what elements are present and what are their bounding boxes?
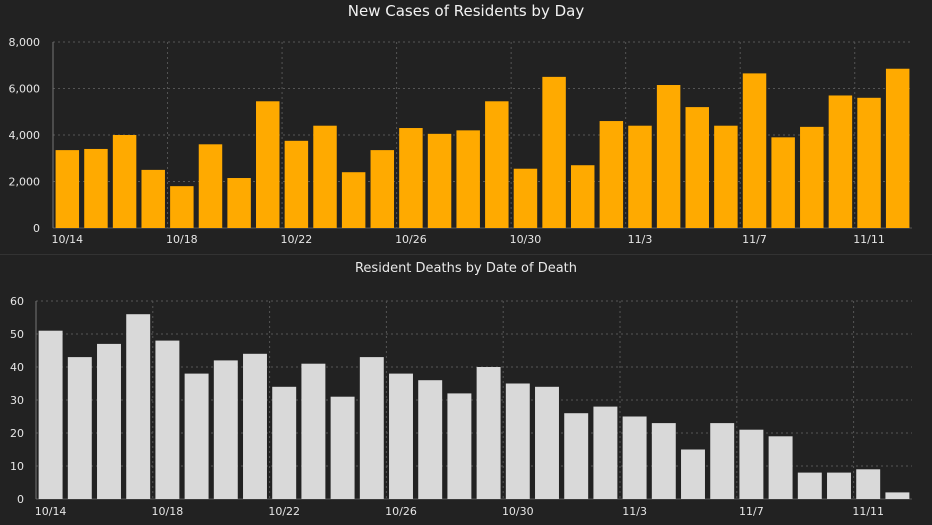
deaths-bar[interactable]	[184, 373, 209, 499]
deaths-bar[interactable]	[651, 423, 676, 499]
deaths-y-tick-label: 60	[10, 295, 24, 308]
cases-chart: 0 2,000 4,000 6,000 8,000 10/14 10/18 10/22 10/2…	[9, 36, 912, 246]
cases-x-tick-label: 10/18	[166, 233, 198, 246]
deaths-y-tick-label: 30	[10, 394, 24, 407]
cases-bar[interactable]	[742, 73, 767, 228]
deaths-bar[interactable]	[330, 396, 355, 499]
cases-y-tick-label: 4,000	[9, 129, 41, 142]
deaths-bar[interactable]	[622, 416, 647, 500]
deaths-bar[interactable]	[359, 357, 384, 499]
cases-y-tick-label: 8,000	[9, 36, 41, 49]
deaths-x-tick-label: 10/22	[268, 505, 300, 518]
deaths-bar[interactable]	[447, 393, 472, 499]
deaths-y-tick-label: 10	[10, 460, 24, 473]
cases-bar[interactable]	[227, 178, 251, 228]
cases-x-tick-label: 11/11	[853, 233, 885, 246]
cases-x-tick-label: 10/26	[395, 233, 427, 246]
deaths-x-tick-label: 10/14	[35, 505, 67, 518]
cases-bar[interactable]	[628, 125, 652, 228]
cases-bar[interactable]	[55, 150, 80, 228]
cases-bar[interactable]	[599, 121, 624, 228]
deaths-bar[interactable]	[126, 314, 151, 499]
cases-bar[interactable]	[427, 133, 452, 228]
cases-bar[interactable]	[800, 126, 824, 228]
deaths-x-tick-label: 11/3	[622, 505, 647, 518]
deaths-x-tick-label: 11/7	[739, 505, 764, 518]
cases-bar[interactable]	[284, 140, 309, 228]
deaths-bar[interactable]	[564, 413, 589, 499]
deaths-bar[interactable]	[476, 367, 501, 499]
cases-bar[interactable]	[885, 68, 910, 228]
cases-bar[interactable]	[456, 130, 480, 228]
cases-bar[interactable]	[828, 95, 853, 228]
cases-bar[interactable]	[112, 135, 137, 228]
deaths-chart: 0 10 20 30 40 50 60 10/14 10/18 10/22 10/26 10/30 11…	[10, 295, 912, 518]
cases-y-tick-label: 0	[33, 222, 40, 235]
deaths-x-tick-label: 10/26	[385, 505, 417, 518]
deaths-bar[interactable]	[155, 340, 180, 499]
deaths-bar[interactable]	[301, 363, 326, 499]
deaths-bar[interactable]	[710, 423, 735, 499]
cases-bar[interactable]	[857, 97, 881, 228]
cases-chart-title: New Cases of Residents by Day	[347, 2, 585, 20]
cases-x-tick-label: 10/30	[510, 233, 542, 246]
deaths-bar[interactable]	[272, 386, 297, 499]
deaths-bar[interactable]	[243, 353, 267, 499]
cases-bar[interactable]	[513, 168, 538, 228]
deaths-x-tick-label: 10/30	[502, 505, 534, 518]
deaths-bar[interactable]	[797, 472, 822, 499]
deaths-chart-panel: Resident Deaths by Date of Death 0 10 20 30…	[0, 254, 932, 525]
cases-x-tick-label: 11/3	[628, 233, 653, 246]
cases-bar[interactable]	[771, 137, 795, 228]
deaths-chart-title: Resident Deaths by Date of Death	[354, 261, 578, 276]
deaths-bar[interactable]	[389, 373, 413, 499]
deaths-x-tick-label: 11/11	[852, 505, 884, 518]
cases-bar[interactable]	[656, 85, 681, 228]
cases-bar[interactable]	[714, 125, 738, 228]
deaths-bar[interactable]	[38, 330, 63, 499]
deaths-bar[interactable]	[418, 380, 443, 499]
deaths-y-tick-label: 50	[10, 328, 24, 341]
deaths-bar[interactable]	[593, 406, 618, 499]
cases-bar[interactable]	[370, 150, 395, 228]
cases-bar[interactable]	[542, 76, 566, 228]
cases-bar[interactable]	[170, 186, 194, 228]
cases-bar[interactable]	[313, 125, 337, 228]
deaths-bar[interactable]	[681, 449, 705, 500]
deaths-bar[interactable]	[67, 357, 92, 499]
cases-bar[interactable]	[685, 107, 709, 228]
cases-bar[interactable]	[198, 144, 223, 228]
deaths-bar[interactable]	[97, 343, 121, 499]
cases-x-tick-label: 11/7	[742, 233, 767, 246]
cases-bar[interactable]	[341, 172, 366, 228]
cases-y-tick-label: 2,000	[9, 176, 41, 189]
cases-bar[interactable]	[256, 101, 280, 228]
deaths-x-tick-label: 10/18	[152, 505, 184, 518]
deaths-bar[interactable]	[505, 383, 530, 500]
deaths-bar[interactable]	[213, 360, 238, 499]
deaths-y-tick-label: 0	[17, 493, 24, 506]
cases-y-tick-label: 6,000	[9, 83, 41, 96]
cases-x-tick-label: 10/14	[51, 233, 83, 246]
cases-x-tick-label: 10/22	[281, 233, 313, 246]
deaths-bar[interactable]	[768, 436, 793, 499]
deaths-y-tick-label: 40	[10, 361, 24, 374]
cases-bar[interactable]	[84, 148, 108, 228]
deaths-bar[interactable]	[739, 429, 764, 499]
deaths-bar[interactable]	[827, 472, 851, 499]
cases-bar[interactable]	[399, 128, 423, 228]
cases-bar[interactable]	[485, 101, 509, 228]
deaths-bar[interactable]	[885, 492, 910, 499]
deaths-bar[interactable]	[535, 386, 559, 499]
deaths-y-tick-label: 20	[10, 427, 24, 440]
cases-bar[interactable]	[570, 165, 595, 228]
cases-bar[interactable]	[141, 169, 165, 228]
deaths-bar[interactable]	[856, 469, 881, 499]
cases-chart-panel: New Cases of Residents by Day 0 2,000 4,00…	[0, 0, 932, 254]
